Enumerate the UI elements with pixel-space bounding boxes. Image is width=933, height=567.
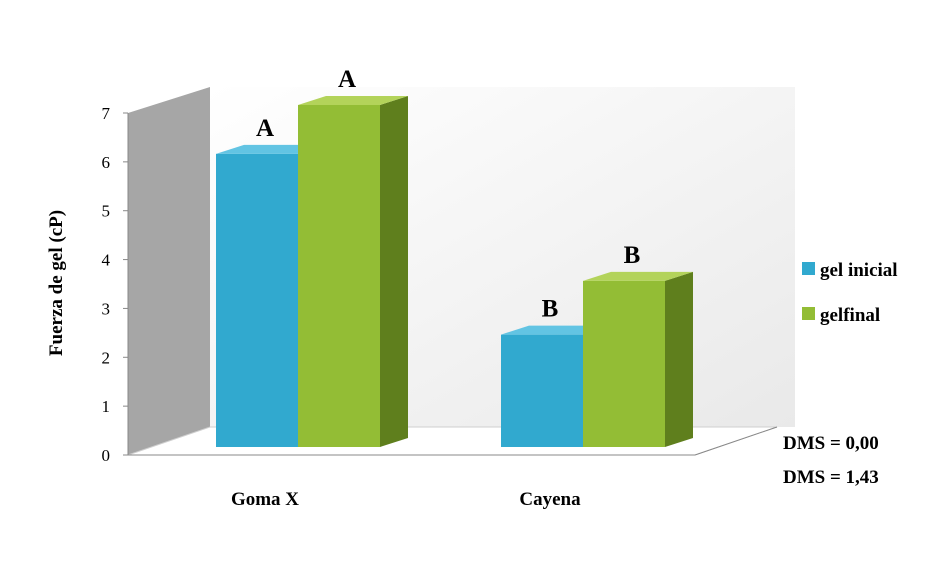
legend-swatch-gelfinal [802,307,815,320]
bar-side [380,96,408,447]
dms-note-2: DMS = 1,43 [783,467,879,488]
y-tick-label: 6 [102,153,111,172]
legend-swatch-gel-inicial [802,262,815,275]
data-label: A [338,66,356,93]
y-tick-label: 2 [102,348,111,367]
bar-front [216,153,298,447]
bar-goma-x-gelfinal [298,96,408,447]
bar-cayena-gelfinal [583,271,693,447]
category-label-goma-x: Goma X [231,489,299,510]
bar-front [501,334,583,447]
bar-top [583,271,693,281]
bar-front [583,280,665,447]
bar-top [298,96,408,105]
floor-edge [694,426,778,456]
legend-label-gel-inicial: gel inicial [820,260,898,281]
y-tick-label: 3 [102,299,111,318]
y-tick-label: 7 [102,104,111,123]
y-axis-title: Fuerza de gel (cP) [46,210,67,356]
legend-label-gelfinal: gelfinal [820,305,880,326]
y-tick-label: 4 [102,251,111,270]
y-tick-label: 1 [102,397,111,416]
side-wall [128,87,210,455]
legend: gel inicial gelfinal [802,260,898,326]
data-label: B [542,296,559,323]
dms-note-1: DMS = 0,00 [783,433,879,454]
y-tick-label: 0 [102,446,111,465]
bar-front [298,105,380,447]
category-label-cayena: Cayena [519,489,581,510]
bar-side [665,271,693,447]
y-tick-label: 5 [102,202,111,221]
data-label: B [624,242,641,269]
data-label: A [256,115,274,142]
